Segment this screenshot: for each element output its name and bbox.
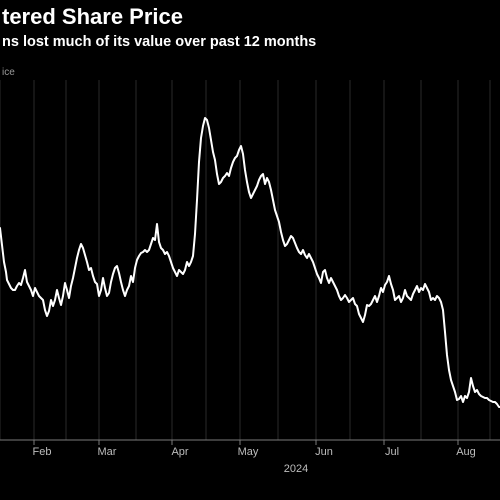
- x-tick-label: Mar: [98, 446, 117, 458]
- x-tick-label: Jul: [385, 446, 399, 458]
- x-tick-label: Aug: [456, 446, 476, 458]
- grid-lines: [0, 80, 491, 440]
- x-tick-label: Apr: [171, 446, 188, 458]
- x-year-label: 2024: [284, 463, 308, 475]
- price-line: [0, 117, 500, 408]
- x-tick-label: May: [238, 446, 259, 458]
- chart-subtitle: ns lost much of its value over past 12 m…: [2, 34, 317, 50]
- chart-title: tered Share Price: [2, 4, 183, 29]
- series-label: ice: [2, 67, 15, 78]
- x-tick-label: Jun: [315, 446, 333, 458]
- x-axis-ticks: Feb Mar Apr May Jun Jul Aug 2024: [33, 440, 476, 475]
- x-tick-label: Feb: [33, 446, 52, 458]
